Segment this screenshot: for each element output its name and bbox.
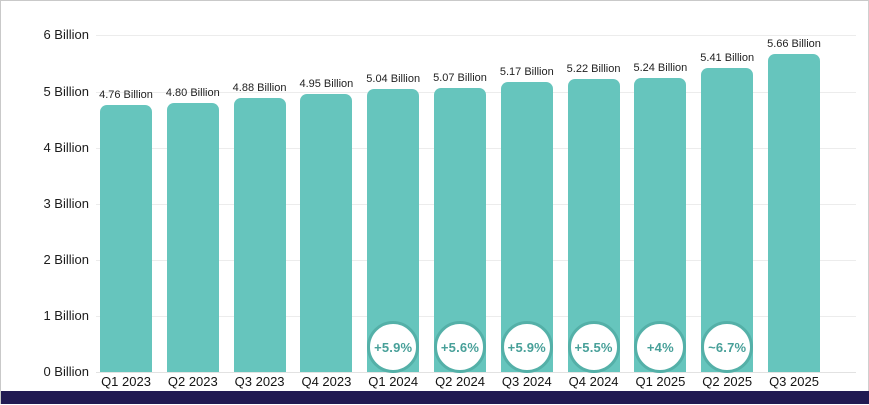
bar-value-label: 5.07 Billion xyxy=(433,71,487,84)
x-axis-label: Q1 2025 xyxy=(635,374,686,389)
bar-value-label: 5.66 Billion xyxy=(767,38,821,51)
bar-value-label: 4.88 Billion xyxy=(232,82,287,95)
y-axis-tick-label: 2 Billion xyxy=(43,251,89,267)
bar-value-label: 5.24 Billion xyxy=(633,62,688,75)
x-axis-label: Q1 2023 xyxy=(101,374,151,389)
gridline xyxy=(96,372,856,373)
bar-value-label: 5.41 Billion xyxy=(700,52,755,65)
bar-value-label: 4.80 Billion xyxy=(165,86,220,99)
growth-badge: ~6.7% xyxy=(701,321,754,373)
bar-value-label: 4.76 Billion xyxy=(99,88,153,101)
bar-q3-2025[interactable] xyxy=(768,54,820,372)
growth-badge: +5.6% xyxy=(434,321,486,373)
bar-value-label: 5.22 Billion xyxy=(566,63,621,76)
bar-q4-2023[interactable] xyxy=(300,94,353,372)
bottom-accent-bar xyxy=(1,391,869,404)
y-axis-tick-label: 3 Billion xyxy=(43,195,89,211)
x-axis-label: Q2 2023 xyxy=(167,374,218,389)
y-axis-tick-label: 4 Billion xyxy=(43,139,89,155)
bar-q2-2023[interactable] xyxy=(166,102,219,372)
x-axis-label: Q4 2023 xyxy=(301,374,352,389)
bar-value-label: 4.95 Billion xyxy=(299,78,354,91)
x-axis-label: Q3 2023 xyxy=(234,374,285,389)
growth-badge: +4% xyxy=(634,321,687,373)
x-axis-label: Q1 2024 xyxy=(368,374,419,389)
x-axis-label: Q3 2024 xyxy=(501,374,552,389)
x-axis-label: Q4 2024 xyxy=(568,374,619,389)
x-axis-label: Q2 2024 xyxy=(435,374,485,389)
y-axis-tick-label: 0 Billion xyxy=(43,364,89,379)
growth-badge: +5.9% xyxy=(500,321,553,373)
y-axis-tick-label: 1 Billion xyxy=(43,307,89,323)
y-axis-tick-label: 5 Billion xyxy=(43,83,89,99)
growth-badge: +5.5% xyxy=(567,321,620,373)
bar-q1-2023[interactable] xyxy=(100,104,152,372)
x-axis-label: Q3 2025 xyxy=(769,374,819,389)
x-axis-label: Q2 2025 xyxy=(702,374,753,389)
bar-q3-2023[interactable] xyxy=(233,98,286,372)
bar-value-label: 5.17 Billion xyxy=(499,65,554,78)
bar-value-label: 5.04 Billion xyxy=(366,73,421,86)
gridline xyxy=(96,35,856,37)
y-axis-tick-label: 6 Billion xyxy=(43,27,89,43)
growth-badge: +5.9% xyxy=(367,321,420,373)
